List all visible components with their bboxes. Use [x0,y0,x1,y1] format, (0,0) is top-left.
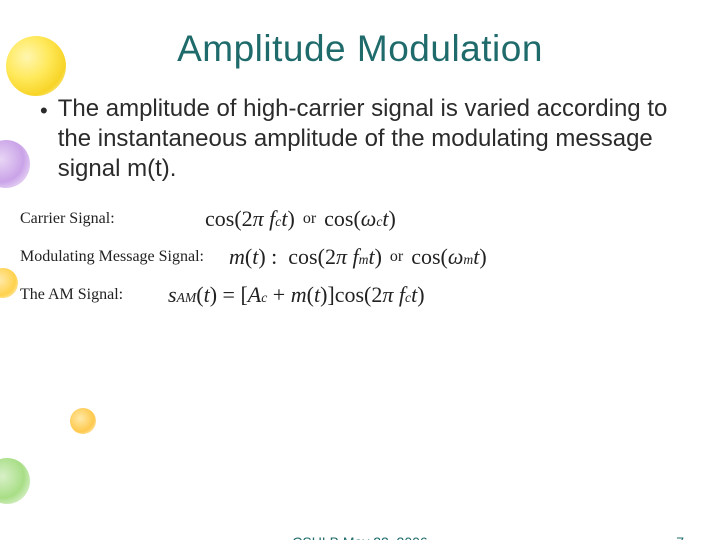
decoration-blob [70,408,96,434]
slide-title: Amplitude Modulation [0,28,720,70]
decoration-blob [0,268,18,298]
eq-am-label: The AM Signal: [20,286,150,304]
eq-modulating-label: Modulating Message Signal: [20,248,205,266]
eq-modulating-math: m(t) : cos(2π fmt) or cos(ωmt) [229,244,487,270]
bullet-item: • The amplitude of high-carrier signal i… [40,94,680,184]
or-text-2: or [390,248,403,266]
equations: Carrier Signal: cos(2π fct) or cos(ωct) … [20,206,700,308]
or-text: or [303,210,316,228]
decoration-blob [0,458,30,504]
bullet-text: The amplitude of high-carrier signal is … [58,94,680,184]
footer: CSULB May 22, 2006 7 [0,534,720,540]
footer-center: CSULB May 22, 2006 [292,534,427,540]
bullet-dot-icon: • [40,96,48,126]
eq-carrier: Carrier Signal: cos(2π fct) or cos(ωct) [20,206,700,232]
eq-modulating: Modulating Message Signal: m(t) : cos(2π… [20,244,700,270]
eq-am: The AM Signal: sAM(t) = [Ac + m(t)] cos(… [20,282,700,308]
eq-am-math: sAM(t) = [Ac + m(t)] cos(2π fct) [168,282,425,308]
slide: Amplitude Modulation • The amplitude of … [0,28,720,540]
eq-carrier-math: cos(2π fct) or cos(ωct) [205,206,396,232]
page-number: 7 [676,534,684,540]
eq-carrier-label: Carrier Signal: [20,210,205,228]
decoration-blob [6,36,66,96]
decoration-blob [0,140,30,188]
